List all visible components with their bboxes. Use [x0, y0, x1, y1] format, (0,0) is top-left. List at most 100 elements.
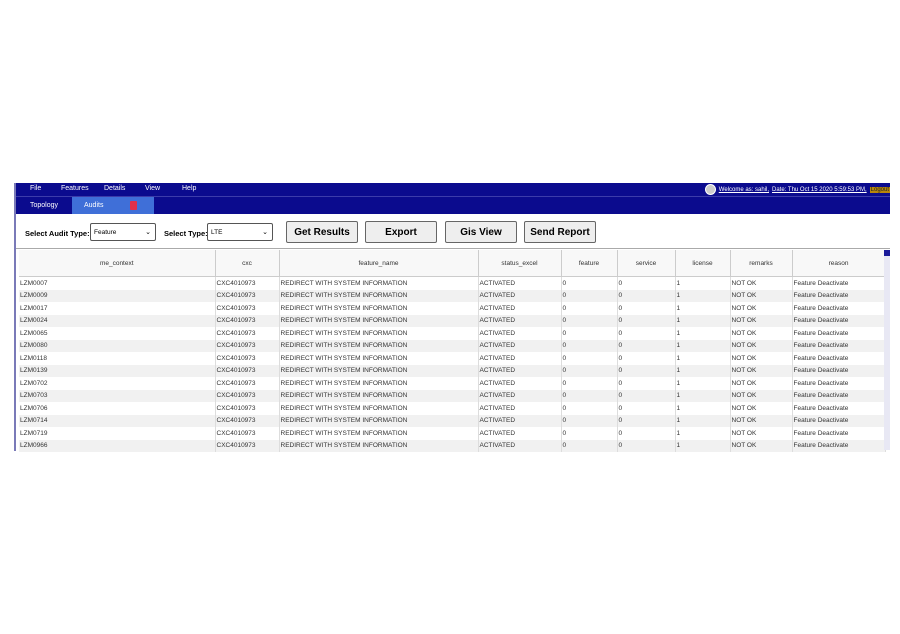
- cell-status-excel: ACTIVATED: [478, 427, 562, 440]
- table-row[interactable]: LZM0719 CXC4010973 REDIRECT WITH SYSTEM IN…: [19, 427, 886, 440]
- column-header-remarks[interactable]: remarks: [730, 250, 793, 277]
- cell-reason: Feature Deactivate: [792, 327, 886, 340]
- cell-service: 0: [617, 302, 676, 315]
- close-tab-icon[interactable]: [130, 201, 137, 210]
- menu-features[interactable]: Features: [61, 185, 89, 192]
- table-row[interactable]: LZM0007 CXC4010973 REDIRECT WITH SYSTEM IN…: [19, 276, 886, 290]
- cell-remarks: NOT OK: [730, 414, 793, 427]
- cell-service: 0: [617, 427, 676, 440]
- cell-feature-name: REDIRECT WITH SYSTEM INFORMATION: [279, 339, 479, 352]
- cell-feature: 0: [561, 339, 618, 352]
- cell-status-excel: ACTIVATED: [478, 289, 562, 302]
- cell-service: 0: [617, 364, 676, 377]
- column-header-me-context[interactable]: me_context: [19, 250, 216, 277]
- type-value: LTE: [211, 229, 223, 236]
- tab-topology[interactable]: Topology: [29, 202, 59, 209]
- cell-status-excel: ACTIVATED: [478, 352, 562, 365]
- cell-feature: 0: [561, 414, 618, 427]
- export-button[interactable]: Export: [365, 221, 437, 243]
- cell-remarks: NOT OK: [730, 302, 793, 315]
- tab-audits-label: Audits: [84, 202, 104, 209]
- cell-reason: Feature Deactivate: [792, 439, 886, 452]
- cell-license: 1: [675, 439, 731, 452]
- cell-license: 1: [675, 339, 731, 352]
- cell-reason: Feature Deactivate: [792, 427, 886, 440]
- menu-help[interactable]: Help: [182, 185, 197, 192]
- cell-license: 1: [675, 427, 731, 440]
- cell-remarks: NOT OK: [730, 339, 793, 352]
- table-row[interactable]: LZM0009 CXC4010973 REDIRECT WITH SYSTEM IN…: [19, 289, 886, 302]
- cell-service: 0: [617, 414, 676, 427]
- cell-feature-name: REDIRECT WITH SYSTEM INFORMATION: [279, 276, 479, 290]
- column-header-feature-name[interactable]: feature_name: [279, 250, 479, 277]
- cell-license: 1: [675, 364, 731, 377]
- cell-feature: 0: [561, 427, 618, 440]
- scrollbar-thumb[interactable]: [884, 250, 890, 256]
- column-header-feature[interactable]: feature: [561, 250, 618, 277]
- menu-details[interactable]: Details: [104, 185, 126, 192]
- cell-reason: Feature Deactivate: [792, 289, 886, 302]
- column-header-service[interactable]: service: [617, 250, 676, 277]
- table-row[interactable]: LZM0080 CXC4010973 REDIRECT WITH SYSTEM IN…: [19, 339, 886, 352]
- cell-me-context: LZM0714: [19, 414, 216, 427]
- table-row[interactable]: LZM0706 CXC4010973 REDIRECT WITH SYSTEM IN…: [19, 402, 886, 415]
- cell-service: 0: [617, 377, 676, 390]
- cell-reason: Feature Deactivate: [792, 377, 886, 390]
- welcome-text: Welcome as: sahil,: [718, 186, 770, 193]
- table-row[interactable]: LZM0702 CXC4010973 REDIRECT WITH SYSTEM IN…: [19, 377, 886, 390]
- cell-status-excel: ACTIVATED: [478, 377, 562, 390]
- cell-remarks: NOT OK: [730, 402, 793, 415]
- cell-feature: 0: [561, 314, 618, 327]
- logout-link[interactable]: Logout: [869, 186, 890, 193]
- scrollbar[interactable]: [884, 250, 890, 450]
- cell-service: 0: [617, 276, 676, 290]
- cell-reason: Feature Deactivate: [792, 402, 886, 415]
- cell-remarks: NOT OK: [730, 377, 793, 390]
- cell-license: 1: [675, 314, 731, 327]
- cell-feature: 0: [561, 402, 618, 415]
- cell-status-excel: ACTIVATED: [478, 276, 562, 290]
- cell-feature: 0: [561, 389, 618, 402]
- get-results-button[interactable]: Get Results: [286, 221, 358, 243]
- cell-status-excel: ACTIVATED: [478, 327, 562, 340]
- cell-me-context: LZM0017: [19, 302, 216, 315]
- cell-feature-name: REDIRECT WITH SYSTEM INFORMATION: [279, 402, 479, 415]
- table-row[interactable]: LZM0966 CXC4010973 REDIRECT WITH SYSTEM IN…: [19, 439, 886, 452]
- column-header-cxc[interactable]: cxc: [215, 250, 280, 277]
- gis-view-button[interactable]: Gis View: [445, 221, 517, 243]
- table-row[interactable]: LZM0017 CXC4010973 REDIRECT WITH SYSTEM IN…: [19, 302, 886, 315]
- cell-feature-name: REDIRECT WITH SYSTEM INFORMATION: [279, 289, 479, 302]
- cell-remarks: NOT OK: [730, 364, 793, 377]
- audit-type-select[interactable]: Feature ⌄: [90, 223, 156, 241]
- send-report-button[interactable]: Send Report: [524, 221, 596, 243]
- table-row[interactable]: LZM0714 CXC4010973 REDIRECT WITH SYSTEM IN…: [19, 414, 886, 427]
- cell-cxc: CXC4010973: [215, 327, 280, 340]
- cell-cxc: CXC4010973: [215, 289, 280, 302]
- column-header-license[interactable]: license: [675, 250, 731, 277]
- table-header: me_context cxc feature_name status_excel fea…: [19, 250, 886, 277]
- type-select[interactable]: LTE ⌄: [207, 223, 273, 241]
- menu-file[interactable]: File: [30, 185, 42, 192]
- cell-me-context: LZM0065: [19, 327, 216, 340]
- cell-cxc: CXC4010973: [215, 314, 280, 327]
- table-row[interactable]: LZM0139 CXC4010973 REDIRECT WITH SYSTEM IN…: [19, 364, 886, 377]
- table-row[interactable]: LZM0703 CXC4010973 REDIRECT WITH SYSTEM IN…: [19, 389, 886, 402]
- cell-status-excel: ACTIVATED: [478, 439, 562, 452]
- table-row[interactable]: LZM0065 CXC4010973 REDIRECT WITH SYSTEM IN…: [19, 327, 886, 340]
- table-row[interactable]: LZM0024 CXC4010973 REDIRECT WITH SYSTEM IN…: [19, 314, 886, 327]
- cell-reason: Feature Deactivate: [792, 389, 886, 402]
- menu-view[interactable]: View: [145, 185, 161, 192]
- tab-bar: Topology Audits: [16, 196, 890, 214]
- cell-me-context: LZM0702: [19, 377, 216, 390]
- column-header-status-excel[interactable]: status_excel: [478, 250, 562, 277]
- cell-status-excel: ACTIVATED: [478, 402, 562, 415]
- cell-feature: 0: [561, 377, 618, 390]
- tab-audits[interactable]: Audits: [72, 197, 154, 214]
- cell-remarks: NOT OK: [730, 439, 793, 452]
- cell-me-context: LZM0706: [19, 402, 216, 415]
- cell-me-context: LZM0719: [19, 427, 216, 440]
- cell-feature: 0: [561, 439, 618, 452]
- table-row[interactable]: LZM0118 CXC4010973 REDIRECT WITH SYSTEM IN…: [19, 352, 886, 365]
- column-header-reason[interactable]: reason: [792, 250, 886, 277]
- cell-status-excel: ACTIVATED: [478, 302, 562, 315]
